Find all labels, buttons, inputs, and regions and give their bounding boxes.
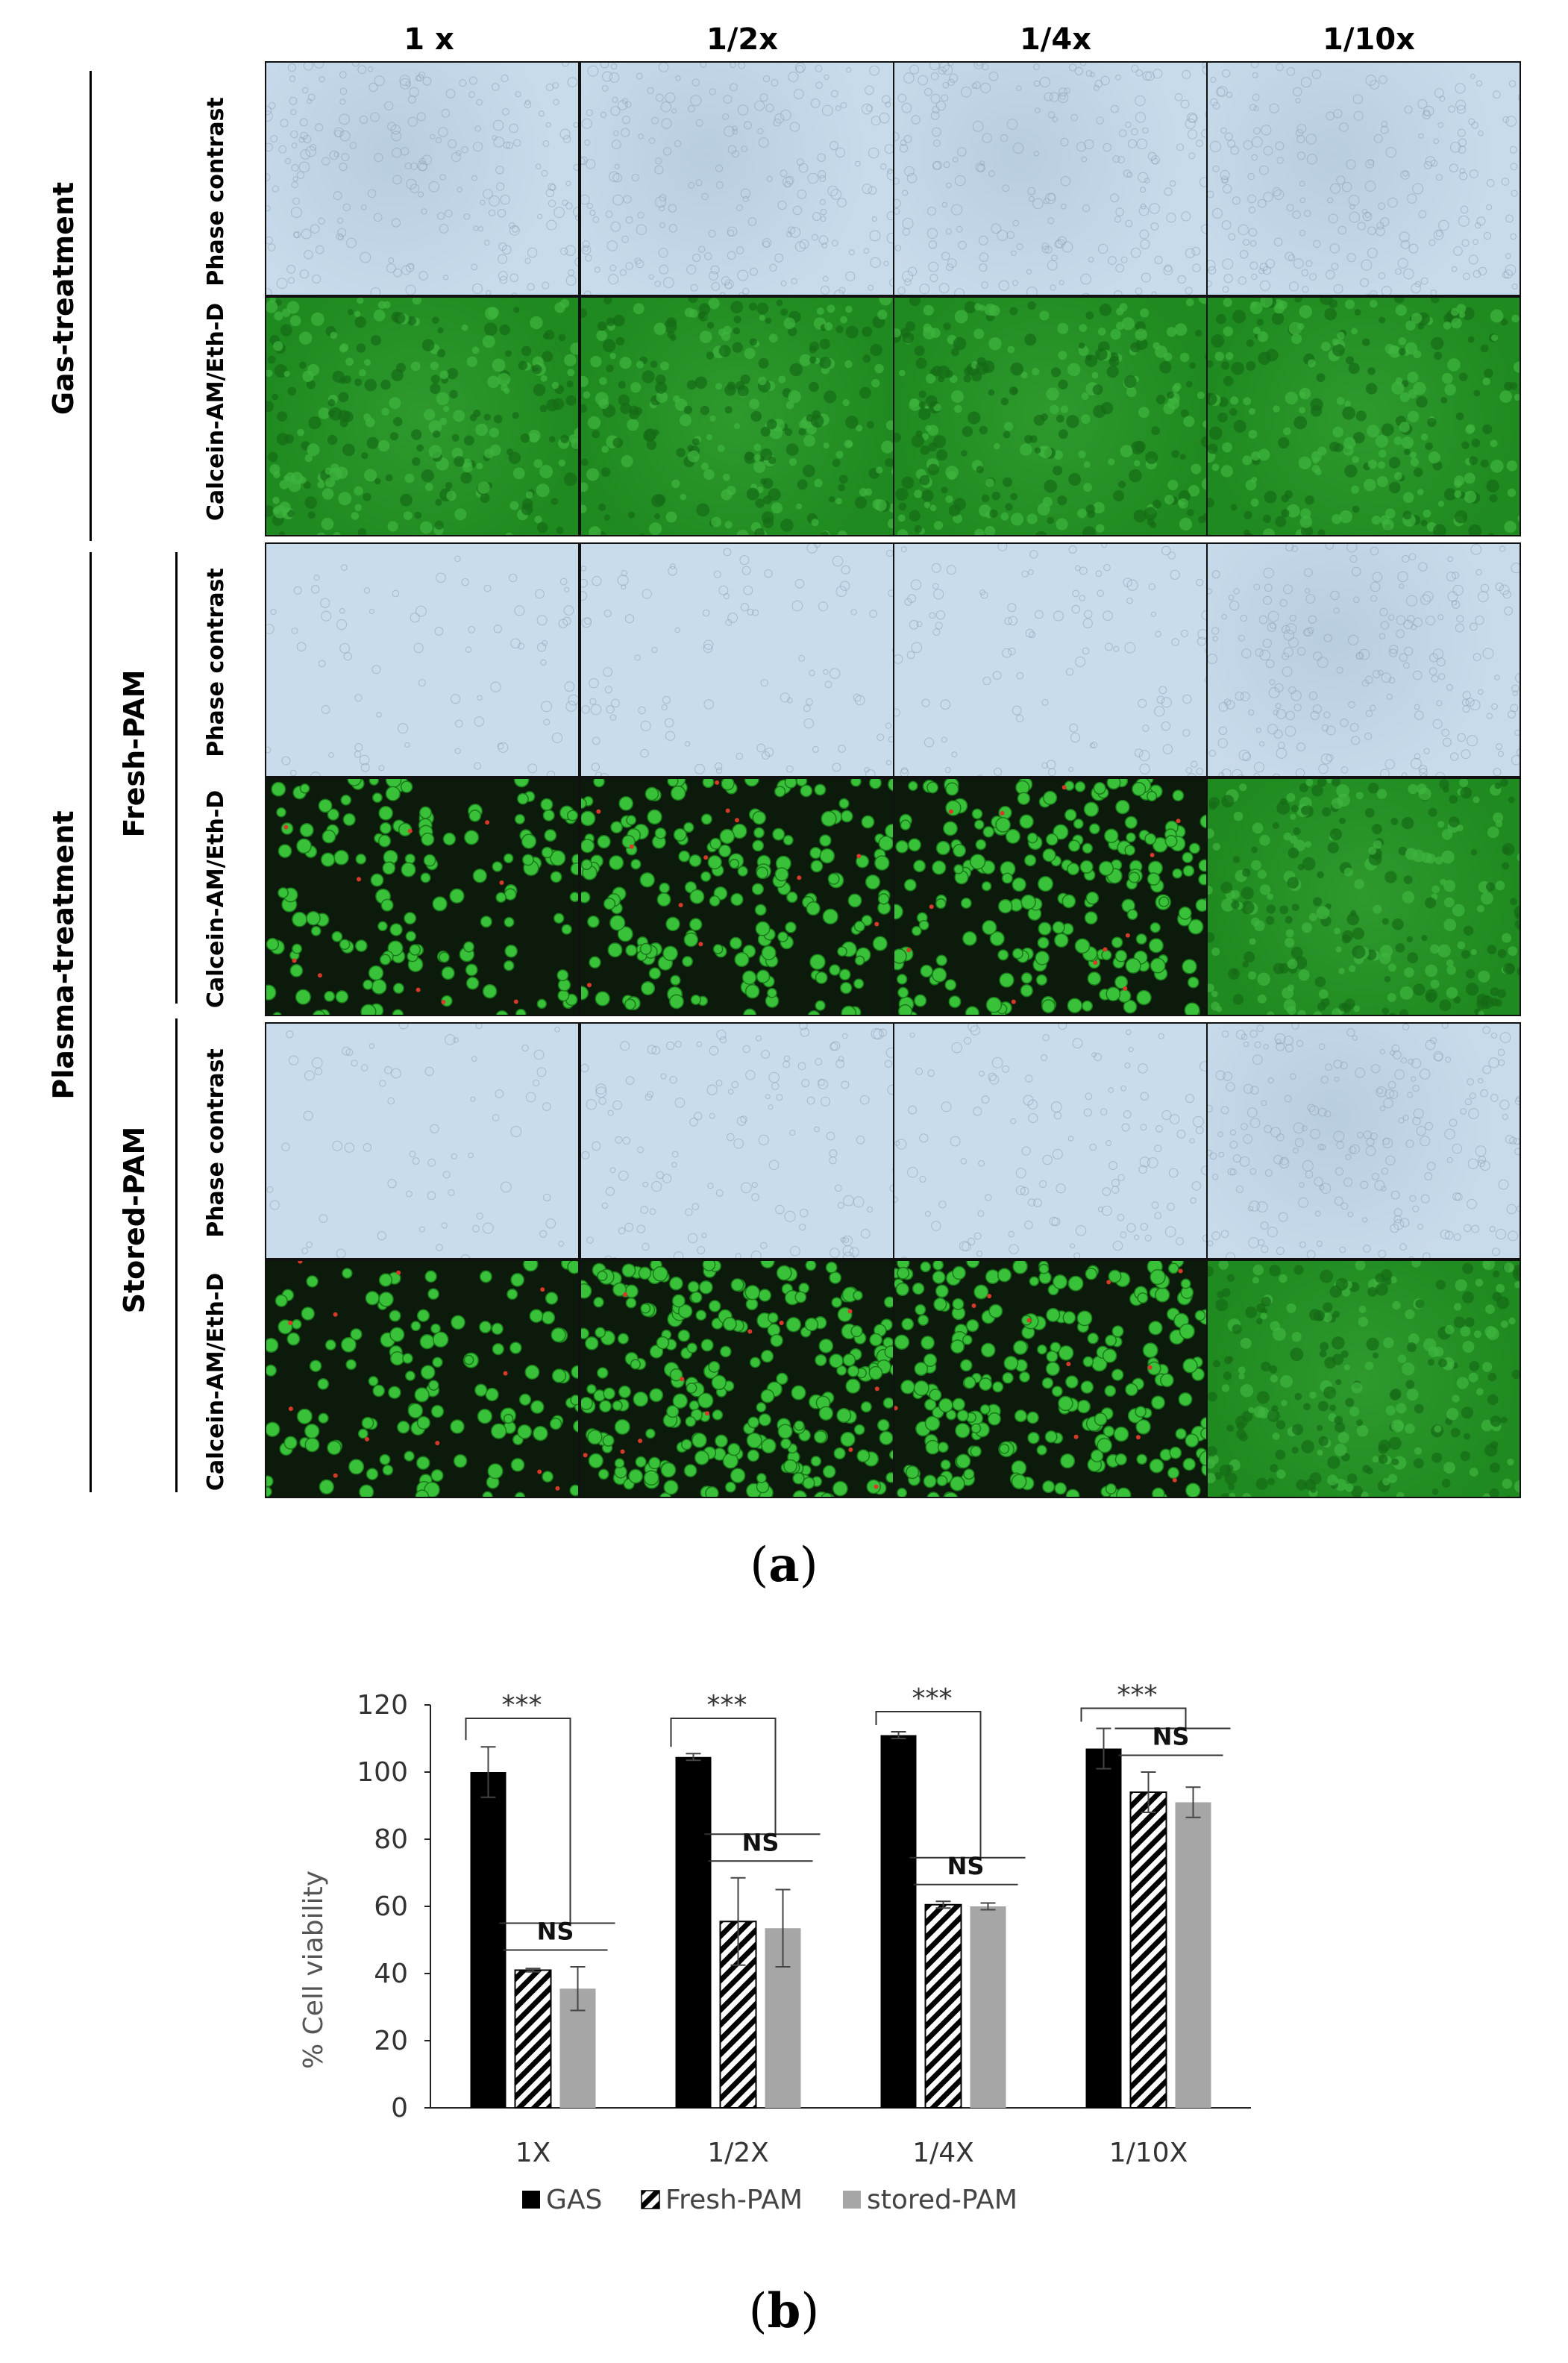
legend-swatch-gas bbox=[522, 2191, 540, 2209]
legend-label: GAS bbox=[546, 2185, 602, 2215]
phase-contrast-image bbox=[893, 61, 1208, 296]
significance-annotations: *** NS *** NS *** NS *** NS bbox=[465, 1680, 1231, 1951]
x-tick-label: 1/2X bbox=[707, 2138, 769, 2168]
significance-stars: *** bbox=[1117, 1680, 1158, 1711]
y-tick-label: 0 bbox=[391, 2093, 408, 2123]
row-label-stored-calcein: Calcein-AM/Eth-D bbox=[203, 1272, 229, 1492]
bar-fresh-pam bbox=[514, 1969, 552, 2109]
phase-contrast-image bbox=[580, 1022, 894, 1259]
ns-label: NS bbox=[537, 1918, 574, 1946]
x-axis: 1X 1/2X 1/4X 1/10X bbox=[430, 2107, 1251, 2168]
legend-swatch-stored-pam bbox=[843, 2191, 861, 2209]
ns-label: NS bbox=[947, 1852, 985, 1880]
phase-contrast-image bbox=[265, 1022, 580, 1259]
fluorescence-image bbox=[893, 1259, 1208, 1498]
group-label-fresh: Fresh-PAM bbox=[118, 669, 151, 838]
group-label-gas: Gas-treatment bbox=[47, 181, 80, 416]
column-label-tenth: 1/10x bbox=[1323, 22, 1415, 57]
phase-contrast-image bbox=[893, 542, 1208, 777]
fluorescence-image bbox=[1206, 777, 1521, 1016]
panel-b-letter: (b) bbox=[748, 2283, 820, 2339]
phase-contrast-image bbox=[1206, 61, 1521, 296]
y-axis: 0 20 40 60 80 100 120 bbox=[357, 1690, 431, 2123]
bar-fresh-pam bbox=[924, 1903, 962, 2109]
fresh-group-line bbox=[175, 552, 178, 1004]
row-label-gas-phase: Phase contrast bbox=[203, 97, 229, 287]
panel-a-letter: (a) bbox=[750, 1537, 818, 1593]
column-label-half: 1/2x bbox=[706, 22, 779, 57]
phase-contrast-image bbox=[265, 542, 580, 777]
row-label-fresh-calcein: Calcein-AM/Eth-D bbox=[203, 789, 229, 1009]
phase-contrast-image bbox=[580, 542, 894, 777]
group-label-plasma: Plasma-treatment bbox=[47, 810, 80, 1100]
bar-stored-pam bbox=[1175, 1802, 1211, 2108]
fluorescence-image bbox=[580, 1259, 894, 1498]
group-label-stored: Stored-PAM bbox=[118, 1126, 151, 1314]
significance-bracket bbox=[670, 1718, 777, 1835]
row-label-gas-calcein: Calcein-AM/Eth-D bbox=[203, 302, 229, 522]
y-tick-label: 80 bbox=[374, 1824, 408, 1855]
fluorescence-image bbox=[265, 777, 580, 1016]
y-tick-label: 60 bbox=[374, 1891, 408, 1922]
significance-stars: *** bbox=[912, 1683, 953, 1714]
fluorescence-image bbox=[1206, 296, 1521, 536]
phase-contrast-image bbox=[580, 61, 894, 296]
bars bbox=[470, 1727, 1211, 2109]
ns-label: NS bbox=[742, 1828, 780, 1856]
fluorescence-image bbox=[580, 296, 894, 536]
y-tick-label: 100 bbox=[357, 1757, 408, 1788]
bar-stored-pam bbox=[970, 1906, 1006, 2108]
y-axis-label: % Cell viability bbox=[298, 1871, 329, 2069]
fluorescence-image bbox=[265, 296, 580, 536]
plasma-group-line bbox=[90, 552, 92, 1492]
fluorescence-image bbox=[265, 1259, 580, 1498]
x-tick-label: 1X bbox=[515, 2138, 551, 2168]
fluorescence-image bbox=[1206, 1259, 1521, 1498]
y-tick-label: 40 bbox=[374, 1959, 408, 1989]
bar-gas bbox=[470, 1772, 507, 2108]
legend-label: stored-PAM bbox=[867, 2185, 1017, 2215]
row-label-fresh-phase: Phase contrast bbox=[203, 568, 229, 757]
significance-stars: *** bbox=[502, 1690, 542, 1721]
ns-label: NS bbox=[1153, 1723, 1190, 1751]
bar-gas bbox=[675, 1756, 712, 2108]
x-tick-label: 1/4X bbox=[912, 2138, 974, 2168]
significance-bracket bbox=[875, 1711, 982, 1858]
row-label-stored-phase: Phase contrast bbox=[203, 1048, 229, 1238]
y-tick-label: 120 bbox=[357, 1690, 408, 1721]
y-tick-label: 20 bbox=[374, 2026, 408, 2056]
x-tick-label: 1/10X bbox=[1109, 2138, 1188, 2168]
column-label-1x: 1 x bbox=[404, 22, 454, 57]
significance-bracket bbox=[1080, 1707, 1187, 1729]
fluorescence-image bbox=[580, 777, 894, 1016]
stored-group-line bbox=[175, 1018, 178, 1492]
significance-stars: *** bbox=[707, 1690, 747, 1721]
gas-group-line bbox=[90, 71, 92, 541]
fluorescence-image bbox=[893, 296, 1208, 536]
phase-contrast-image bbox=[265, 61, 580, 296]
legend-swatch-fresh-pam bbox=[641, 2190, 660, 2209]
bar-fresh-pam bbox=[1129, 1791, 1167, 2109]
column-label-quarter: 1/4x bbox=[1019, 22, 1092, 57]
phase-contrast-image bbox=[1206, 1022, 1521, 1259]
significance-bracket bbox=[465, 1718, 571, 1924]
phase-contrast-image bbox=[893, 1022, 1208, 1259]
bar-gas bbox=[880, 1735, 917, 2108]
legend-label: Fresh-PAM bbox=[665, 2185, 803, 2215]
phase-contrast-image bbox=[1206, 542, 1521, 777]
fluorescence-image bbox=[893, 777, 1208, 1016]
legend: GAS Fresh-PAM stored-PAM bbox=[522, 2185, 1017, 2215]
bar-gas bbox=[1085, 1748, 1122, 2108]
